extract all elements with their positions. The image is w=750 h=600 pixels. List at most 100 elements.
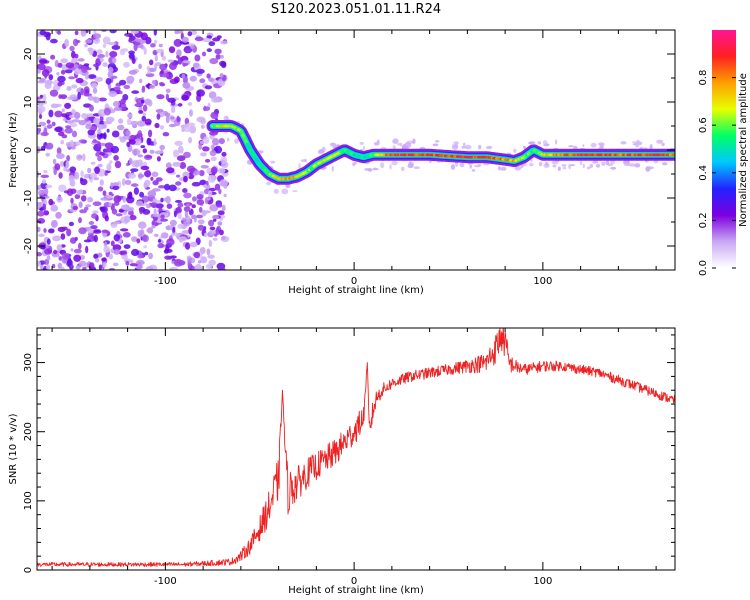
noise-blob (75, 39, 81, 44)
noise-blob (158, 112, 165, 118)
noise-blob (85, 204, 92, 208)
noise-blob (192, 196, 197, 202)
noise-blob (183, 192, 192, 199)
noise-blob (177, 202, 184, 208)
noise-blob (185, 242, 191, 250)
halo-blob (401, 144, 407, 150)
noise-blob (105, 50, 109, 58)
noise-blob (39, 114, 42, 119)
noise-blob (50, 54, 56, 60)
noise-blob (81, 112, 88, 119)
halo-blob (373, 142, 379, 145)
noise-blob (66, 86, 72, 91)
noise-blob (38, 59, 48, 64)
noise-blob (158, 185, 166, 189)
x-tick-label: 100 (533, 576, 552, 587)
noise-blob (78, 227, 87, 235)
noise-blob (63, 190, 70, 194)
noise-blob (124, 179, 132, 185)
noise-blob (76, 189, 82, 195)
noise-blob (209, 226, 216, 231)
noise-blob (207, 254, 215, 259)
noise-blob (144, 251, 149, 256)
noise-blob (38, 189, 46, 196)
noise-blob (45, 184, 53, 189)
noise-blob (82, 266, 87, 270)
noise-blob (79, 209, 87, 214)
noise-blob (37, 105, 46, 113)
halo-blob (451, 144, 459, 150)
noise-blob (149, 59, 154, 66)
noise-blob (113, 106, 123, 111)
noise-blob (202, 37, 211, 43)
halo-blob (450, 164, 456, 170)
noise-blob (131, 148, 141, 156)
noise-blob (177, 145, 184, 154)
noise-blob (125, 260, 130, 266)
halo-blob (318, 148, 325, 154)
noise-blob (178, 236, 187, 242)
noise-blob (217, 221, 223, 226)
noise-blob (72, 205, 79, 211)
noise-blob (148, 129, 153, 138)
halo-blob (474, 165, 481, 168)
noise-blob (151, 171, 159, 178)
noise-blob (160, 232, 169, 239)
noise-blob (154, 39, 158, 44)
halo-blob (610, 159, 616, 165)
noise-blob (39, 30, 47, 36)
halo-blob (562, 166, 567, 170)
noise-blob (189, 109, 193, 117)
noise-blob (43, 127, 48, 136)
noise-blob (206, 248, 211, 256)
noise-blob (74, 30, 79, 36)
noise-blob (177, 57, 183, 65)
noise-blob (154, 150, 164, 154)
noise-blob (71, 84, 78, 89)
halo-blob (634, 142, 640, 148)
noise-blob (56, 244, 63, 251)
halo-blob (528, 141, 534, 145)
noise-blob (155, 48, 165, 53)
noise-blob (60, 233, 66, 240)
noise-blob (97, 155, 102, 162)
halo-blob (554, 139, 558, 145)
noise-blob (43, 170, 48, 174)
halo-blob (598, 142, 605, 146)
noise-blob (99, 115, 104, 123)
noise-blob (53, 168, 57, 176)
noise-blob (60, 69, 66, 75)
noise-blob (139, 209, 143, 215)
noise-blob (64, 127, 73, 134)
halo-blob (620, 141, 627, 145)
noise-blob (109, 51, 118, 58)
noise-blob (45, 33, 51, 41)
noise-blob (173, 258, 183, 267)
noise-blob (127, 210, 134, 216)
noise-blob (197, 224, 204, 231)
noise-blob (104, 241, 108, 248)
noise-blob (150, 43, 156, 48)
noise-blob (112, 101, 120, 107)
halo-blob (359, 141, 364, 145)
noise-blob (90, 225, 98, 230)
snr-ylabel: SNR (10 * v/v) (8, 413, 19, 484)
noise-blob (186, 122, 196, 127)
noise-blob (102, 62, 108, 67)
noise-blob (39, 94, 44, 98)
noise-blob (175, 206, 182, 214)
halo-blob (551, 160, 559, 165)
noise-blob (113, 201, 120, 206)
noise-blob (130, 259, 134, 265)
noise-blob (78, 242, 82, 250)
noise-blob (114, 160, 122, 169)
noise-blob (186, 165, 196, 173)
noise-blob (75, 77, 84, 84)
snr-plot-frame (36, 327, 676, 571)
noise-blob (170, 116, 175, 120)
noise-blob (73, 63, 78, 68)
noise-blob (126, 196, 135, 204)
noise-blob (80, 170, 84, 177)
noise-blob (123, 61, 130, 68)
noise-blob (55, 211, 62, 219)
